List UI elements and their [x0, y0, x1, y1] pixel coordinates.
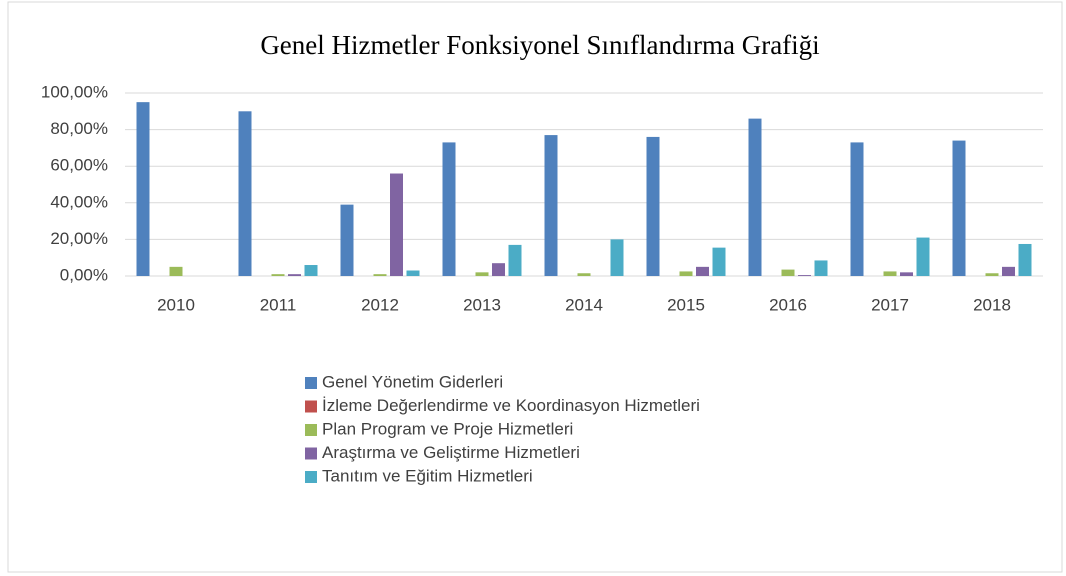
- bar: [373, 274, 387, 276]
- bar: [798, 275, 811, 276]
- x-tick-label: 2012: [361, 295, 399, 314]
- bar: [781, 269, 795, 276]
- bar: [169, 266, 183, 276]
- legend-swatch: [305, 447, 317, 460]
- legend-label: Tanıtım ve Eğitim Hizmetleri: [322, 466, 533, 485]
- bar: [304, 265, 318, 276]
- legend-swatch: [305, 400, 317, 413]
- x-tick-label: 2014: [565, 295, 603, 314]
- bar: [696, 266, 709, 276]
- y-tick-label: 40,00%: [50, 192, 108, 211]
- bar: [748, 118, 762, 277]
- bar: [610, 239, 624, 276]
- y-tick-label: 100,00%: [41, 82, 108, 101]
- y-tick-label: 60,00%: [50, 156, 108, 175]
- y-tick-label: 80,00%: [50, 119, 108, 138]
- bar: [390, 173, 403, 276]
- bar: [508, 244, 522, 276]
- bar: [577, 273, 591, 276]
- legend-swatch: [305, 471, 317, 483]
- bar: [952, 140, 966, 276]
- bar: [340, 204, 354, 276]
- bar: [544, 135, 558, 276]
- bar: [1018, 243, 1032, 276]
- bar: [900, 272, 913, 276]
- bar: [646, 136, 660, 276]
- x-tick-label: 2011: [260, 295, 297, 314]
- y-tick-label: 0,00%: [60, 265, 108, 284]
- legend-swatch: [305, 377, 317, 389]
- bar: [271, 274, 285, 276]
- y-tick-label: 20,00%: [50, 229, 108, 248]
- chart-frame: [7, 1, 1063, 573]
- x-tick-label: 2015: [667, 295, 705, 314]
- bar: [492, 263, 505, 276]
- legend-label: Araştırma ve Geliştirme Hizmetleri: [322, 443, 580, 462]
- bar: [238, 111, 252, 276]
- bar: [679, 271, 693, 276]
- legend-label: Genel Yönetim Giderleri: [322, 372, 503, 391]
- x-tick-label: 2017: [871, 295, 909, 314]
- legend-label: Plan Program ve Proje Hizmetleri: [322, 419, 573, 438]
- bar: [406, 270, 420, 276]
- bar: [136, 102, 150, 277]
- bar: [814, 260, 828, 276]
- bar: [850, 142, 864, 276]
- legend-swatch: [305, 424, 317, 436]
- bar: [985, 273, 999, 276]
- bar: [712, 247, 726, 276]
- x-tick-label: 2010: [157, 295, 195, 314]
- bar: [475, 272, 489, 276]
- bar: [916, 237, 930, 276]
- bar: [883, 271, 897, 276]
- bar: [288, 274, 301, 276]
- legend-label: İzleme Değerlendirme ve Koordinasyon Hiz…: [322, 396, 700, 415]
- bar: [1002, 266, 1015, 276]
- chart-title: Genel Hizmetler Fonksiyonel Sınıflandırm…: [260, 30, 819, 60]
- x-tick-label: 2016: [769, 295, 807, 314]
- x-tick-label: 2018: [973, 295, 1011, 314]
- x-tick-label: 2013: [463, 295, 501, 314]
- bar: [442, 142, 456, 276]
